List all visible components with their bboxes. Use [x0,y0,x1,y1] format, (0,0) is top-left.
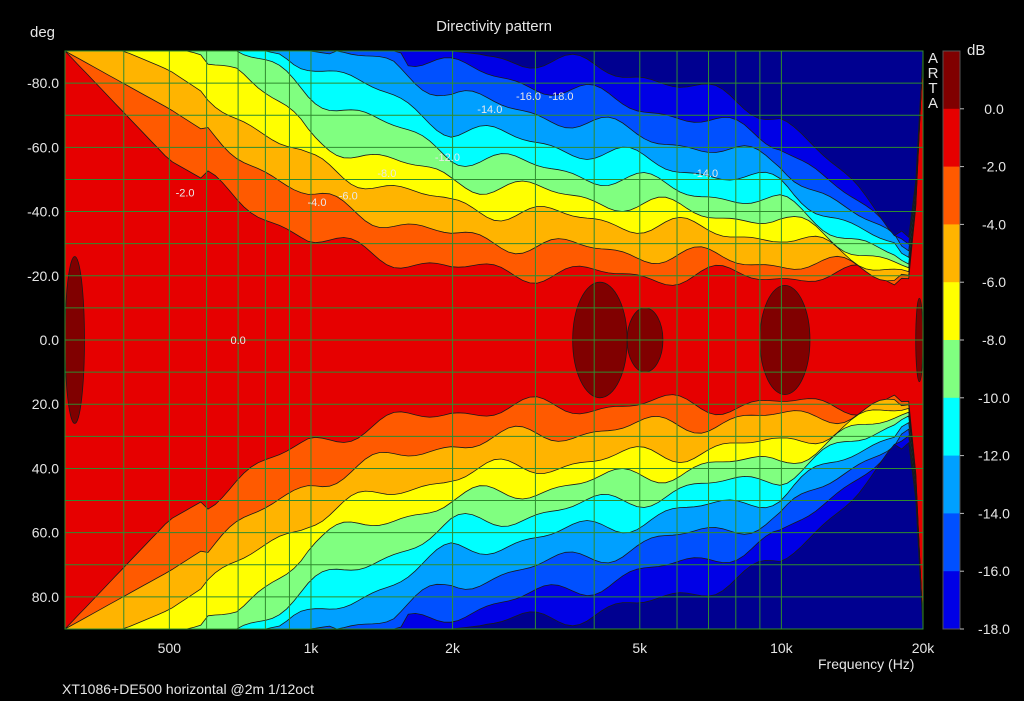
colorbar-tick-label: -10.0 [978,390,1010,406]
y-tick-label: 0.0 [40,332,60,348]
colorbar-tick-label: 0.0 [984,101,1004,117]
contour-label: -14.0 [477,104,502,116]
x-tick-label: 20k [912,640,936,656]
colorbar-tick-label: -14.0 [978,505,1010,521]
grid [64,50,924,630]
contour-label: -16.0 [516,91,541,103]
colorbar [942,50,961,630]
colorbar-segment [943,340,960,399]
contour-label: -6.0 [339,191,358,203]
contour-label: -2.0 [176,187,195,199]
colorbar-segment [943,224,960,283]
colorbar-segment [943,455,960,514]
colorbar-tick-label: -8.0 [982,332,1006,348]
colorbar-ticks: 0.0 -2.0 -4.0 -6.0 -8.0 -10.0 -12.0 -14.0 -16.0 -… [960,101,1010,637]
colorbar-tick-label: -4.0 [982,216,1006,232]
contour-labels: 0.0 -2.0 -4.0 -6.0 -8.0 -12.0 -14.0 -16.0 -18.0 -… [176,91,719,347]
y-tick-label: 40.0 [32,460,59,476]
colorbar-segment [943,282,960,341]
measurement-caption: XT1086+DE500 horizontal @2m 1/12oct [62,681,314,697]
y-tick-label: -80.0 [27,75,59,91]
brand-letter: A [927,50,938,67]
contour-label: -12.0 [435,152,460,164]
contour-label: 0.0 [230,335,245,347]
colorbar-tick-label: -16.0 [978,563,1010,579]
y-axis-label: deg [30,24,56,41]
x-tick-label: 1k [304,640,320,656]
x-axis-ticks: 500 1k 2k 5k 10k 20k [158,640,936,656]
x-tick-label: 500 [158,640,182,656]
x-tick-label: 5k [632,640,648,656]
y-tick-label: 80.0 [32,589,59,605]
brand-letter: A [927,95,938,112]
chart-title: Directivity pattern [436,18,552,35]
contour-band-bottom [65,442,923,629]
colorbar-tick-label: -18.0 [978,621,1010,637]
colorbar-segment [943,571,960,630]
contour-label: -18.0 [548,91,573,103]
colorbar-segment [943,166,960,225]
contour-label: -4.0 [308,197,327,209]
brand-letter: T [928,80,938,97]
colorbar-segment [943,513,960,572]
contour-label: -8.0 [377,168,396,180]
plot-border [64,50,924,630]
y-tick-label: 60.0 [32,525,59,541]
y-tick-label: -40.0 [27,204,59,220]
colorbar-tick-label: -2.0 [982,159,1006,175]
contour-label: -14.0 [693,168,718,180]
colorbar-unit-label: dB [967,42,986,59]
colorbar-tick-label: -12.0 [978,448,1010,464]
colorbar-segment [943,51,960,110]
y-tick-label: -20.0 [27,268,59,284]
colorbar-tick-label: -6.0 [982,274,1006,290]
brand-letter: R [927,65,939,82]
x-axis-label: Frequency (Hz) [818,656,915,672]
arta-brand-label: A R T A [926,51,940,111]
x-tick-label: 10k [770,640,794,656]
x-tick-label: 2k [445,640,461,656]
y-tick-label: -60.0 [27,139,59,155]
y-tick-label: 20.0 [32,396,59,412]
colorbar-segment [943,397,960,457]
y-axis-ticks: -80.0 -60.0 -40.0 -20.0 0.0 20.0 40.0 60.0 80.0 [27,75,59,605]
colorbar-segment [943,108,960,168]
contour-band-top [65,51,923,238]
